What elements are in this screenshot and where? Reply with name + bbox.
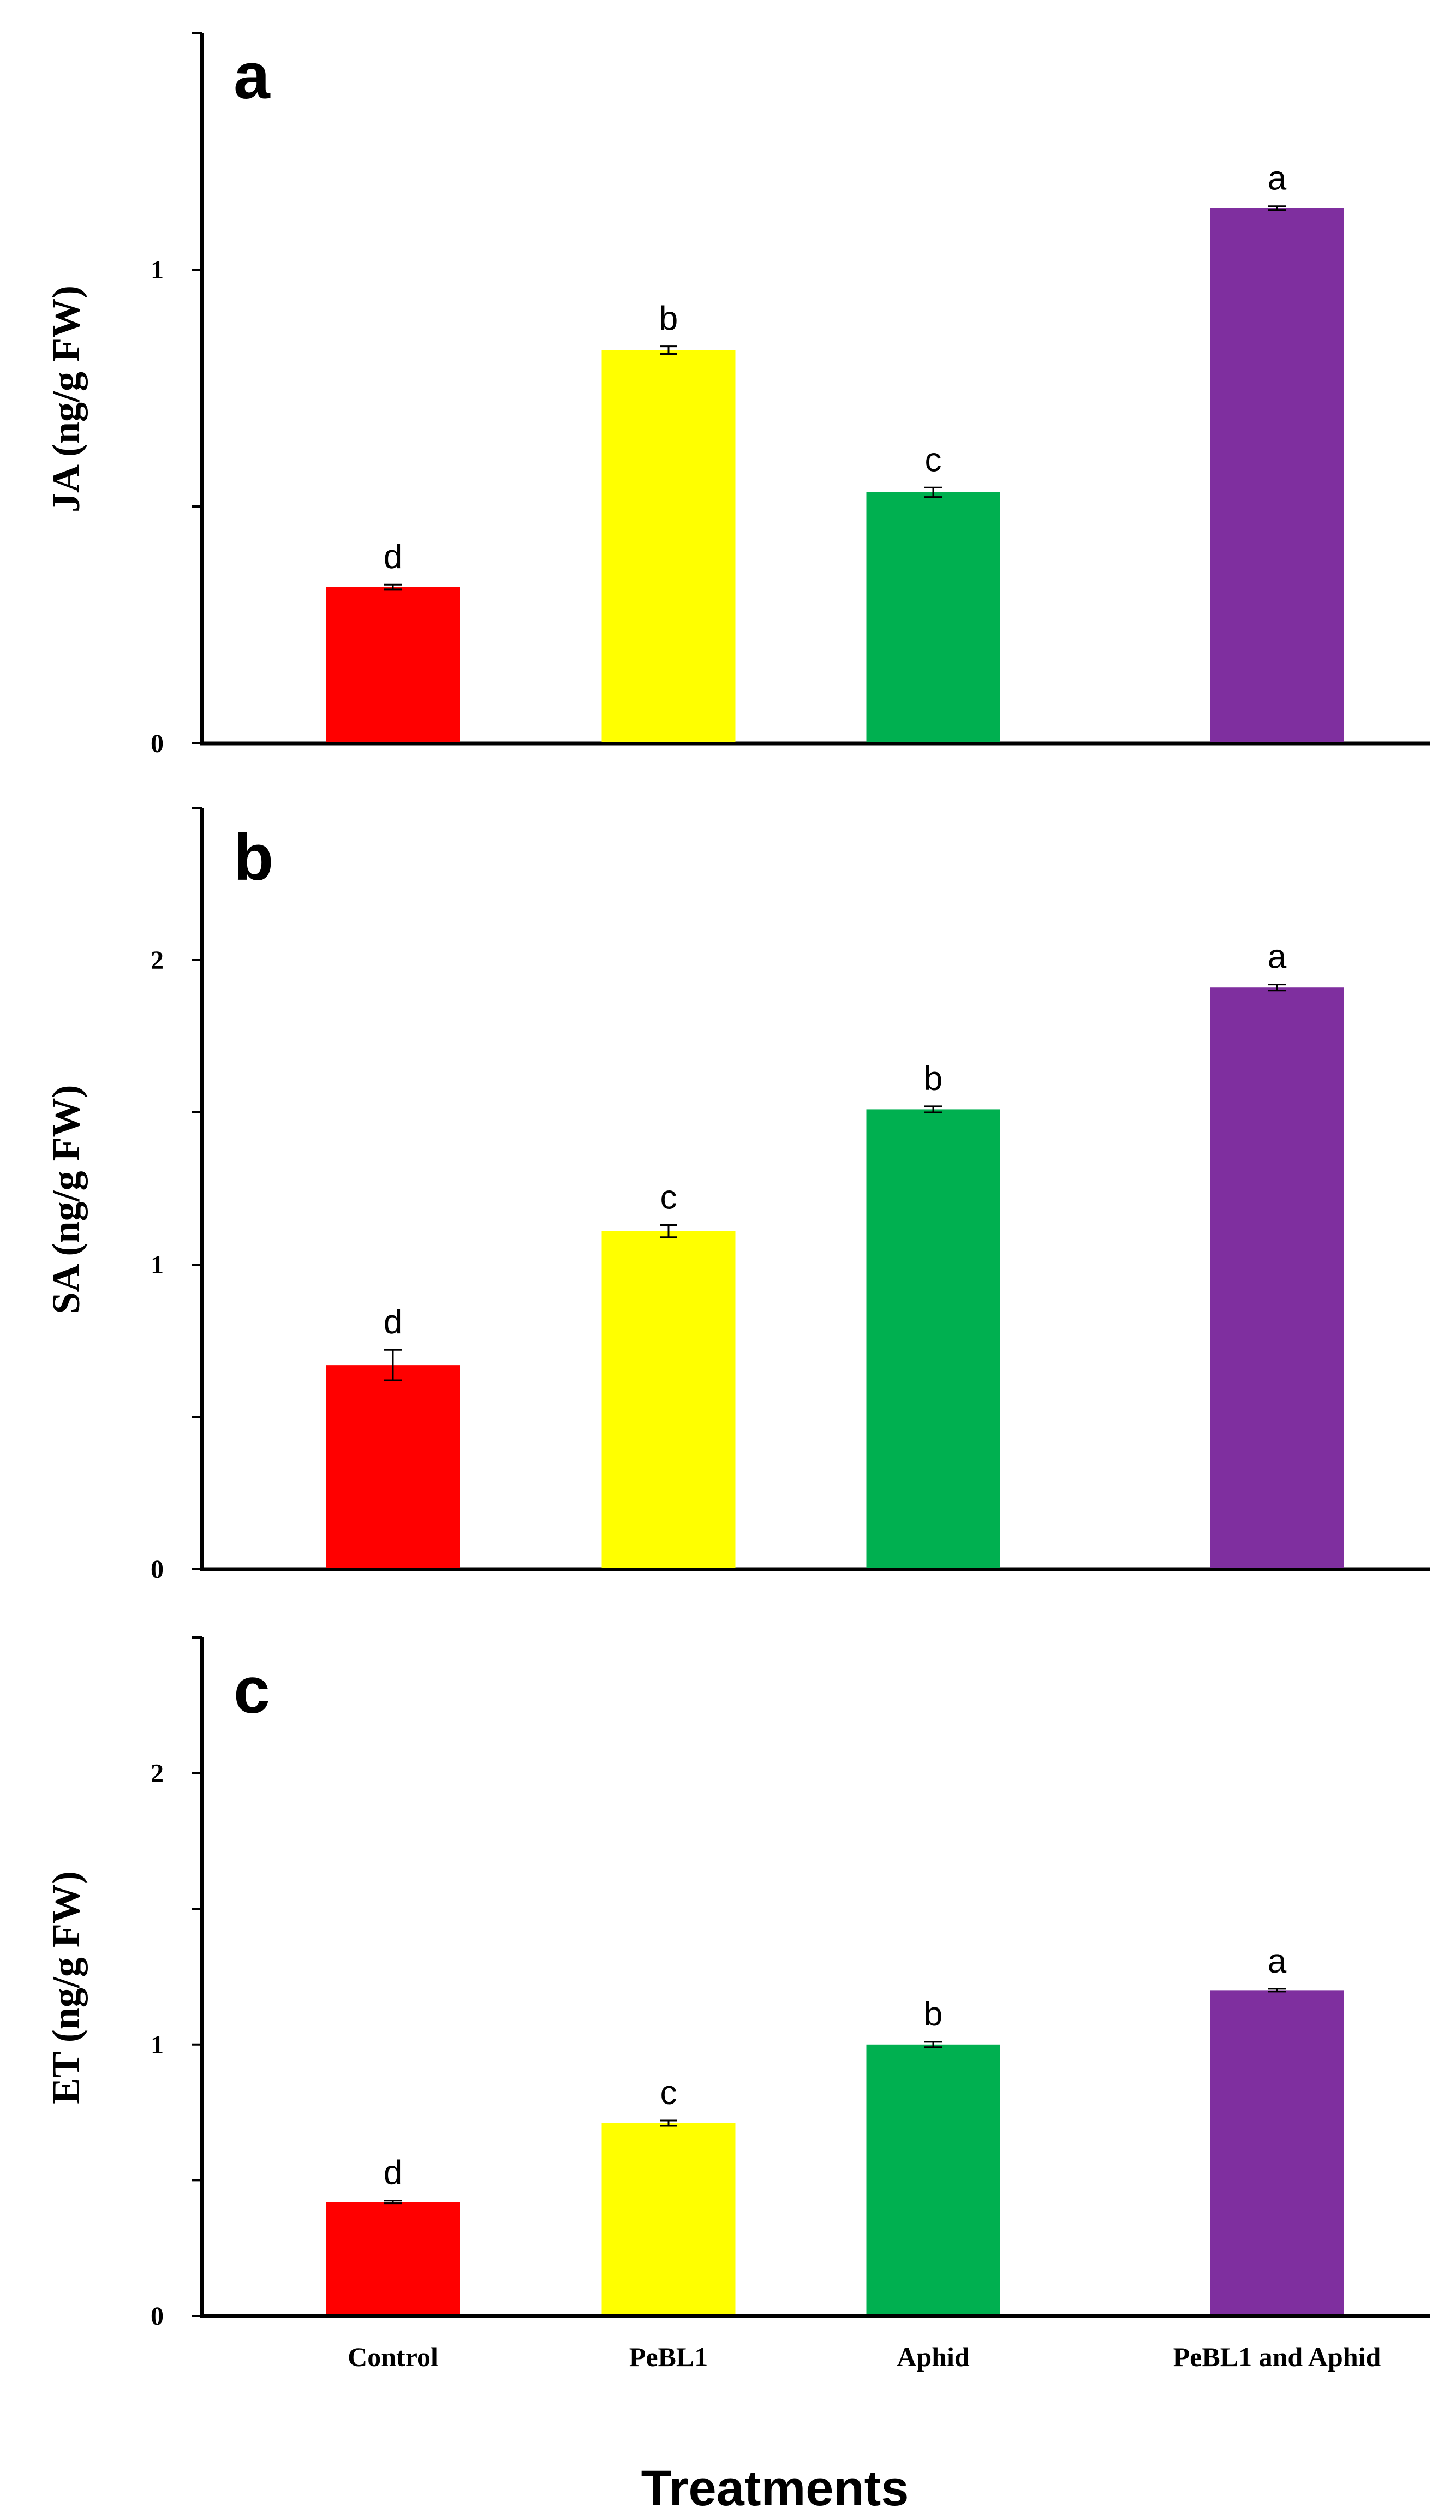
x-tick-label: PeBL1 and Aphid xyxy=(1173,2342,1381,2372)
error-bar xyxy=(924,486,942,498)
error-bar xyxy=(660,1224,677,1238)
significance-letter: c xyxy=(660,1178,677,1216)
x-tick-label: Control xyxy=(348,2342,438,2372)
y-axis-label: SA (ng/g FW) xyxy=(44,1085,88,1314)
y-tick-label: 2 xyxy=(151,946,164,975)
y-tick-label: 1 xyxy=(151,2030,164,2059)
error-bar xyxy=(924,1105,942,1113)
y-tick-label: 0 xyxy=(151,2302,164,2331)
significance-letter: b xyxy=(924,1060,942,1098)
bar-pebl1 xyxy=(601,350,736,742)
y-axis-label: ET (ng/g FW) xyxy=(44,1871,88,2104)
y-tick-label: 1 xyxy=(151,1250,164,1279)
y-tick-label: 0 xyxy=(151,1555,164,1584)
bar-aphid xyxy=(866,2044,1000,2314)
panel-letter: b xyxy=(234,821,273,894)
x-axis-title: Treatments xyxy=(641,2461,909,2516)
error-bar xyxy=(660,345,677,355)
bar-pebl1-and-aphid xyxy=(1210,208,1344,742)
bar-pebl1-and-aphid xyxy=(1210,987,1344,1568)
significance-letter: b xyxy=(924,1995,942,2033)
error-bar xyxy=(1268,1988,1286,1993)
bar-pebl1-and-aphid xyxy=(1210,1990,1344,2314)
bar-control xyxy=(326,1365,460,1568)
y-tick-label: 1 xyxy=(151,255,164,284)
panel-c: 0 1 2 c ET (ng/g FW) d c b a xyxy=(44,1636,1430,2331)
error-bar xyxy=(660,2119,677,2127)
y-axis-label: JA (ng/g FW) xyxy=(44,285,88,513)
error-bar xyxy=(384,583,402,591)
significance-letter: c xyxy=(660,2074,677,2112)
significance-letter: b xyxy=(659,300,678,338)
panel-b: 0 1 2 b SA (ng/g FW) d c b a xyxy=(44,807,1430,1584)
panel-a: 0 1 a JA (ng/g FW) d b c a xyxy=(44,32,1430,758)
bar-pebl1 xyxy=(601,1231,736,1568)
x-tick-label: Aphid xyxy=(897,2342,970,2372)
error-bar xyxy=(1268,984,1286,992)
y-tick-label: 0 xyxy=(151,729,164,758)
error-bar xyxy=(384,2200,402,2205)
x-axis-category-labels: Control PeBL1 Aphid PeBL1 and Aphid xyxy=(348,2342,1381,2372)
significance-letter: a xyxy=(1268,1943,1287,1980)
significance-letter: c xyxy=(925,441,942,479)
error-bar xyxy=(1268,205,1286,211)
bar-pebl1 xyxy=(601,2123,736,2314)
bar-aphid xyxy=(866,1109,1000,1568)
bar-control xyxy=(326,2202,460,2314)
panel-letter: a xyxy=(234,39,271,112)
significance-letter: d xyxy=(384,2154,402,2192)
y-tick-label: 2 xyxy=(151,1759,164,1788)
significance-letter: a xyxy=(1268,160,1287,198)
error-bar xyxy=(384,1349,402,1381)
significance-letter: d xyxy=(384,538,402,576)
bar-aphid xyxy=(866,492,1000,742)
x-tick-label: PeBL1 xyxy=(629,2342,708,2372)
significance-letter: d xyxy=(384,1303,402,1341)
significance-letter: a xyxy=(1268,938,1287,976)
error-bar xyxy=(924,2041,942,2048)
bar-control xyxy=(326,587,460,742)
panel-letter: c xyxy=(234,1654,270,1727)
